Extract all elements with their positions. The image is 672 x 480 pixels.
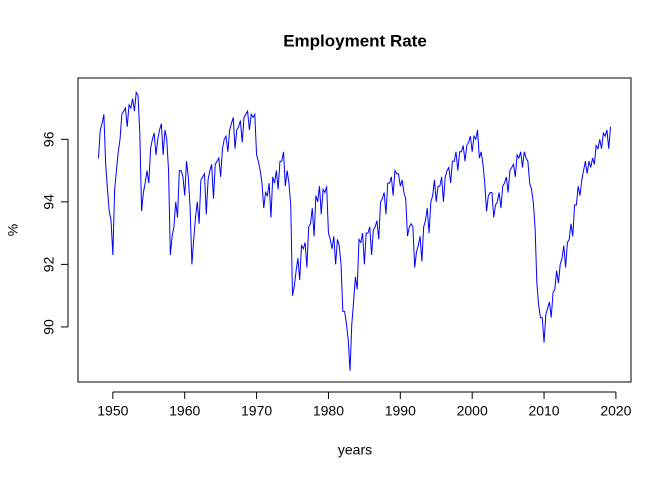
x-axis-label: years (338, 442, 372, 458)
x-tick-label: 2020 (600, 403, 631, 419)
plot-box (77, 77, 632, 383)
x-tick-label: 1990 (385, 403, 416, 419)
x-tick-label: 1970 (241, 403, 272, 419)
y-tick-label: 92 (41, 256, 57, 272)
x-tick-label: 1960 (169, 403, 200, 419)
data-line (97, 90, 612, 371)
y-axis-label: % (5, 224, 21, 236)
x-tick-label: 1980 (313, 403, 344, 419)
chart-title: Employment Rate (283, 31, 427, 50)
y-tick-label: 94 (41, 194, 57, 210)
x-tick-label: 2000 (457, 403, 488, 419)
y-tick-label: 90 (41, 319, 57, 335)
x-tick-label: 1950 (97, 403, 128, 419)
y-tick-label: 96 (41, 131, 57, 147)
x-tick-label: 2010 (528, 403, 559, 419)
